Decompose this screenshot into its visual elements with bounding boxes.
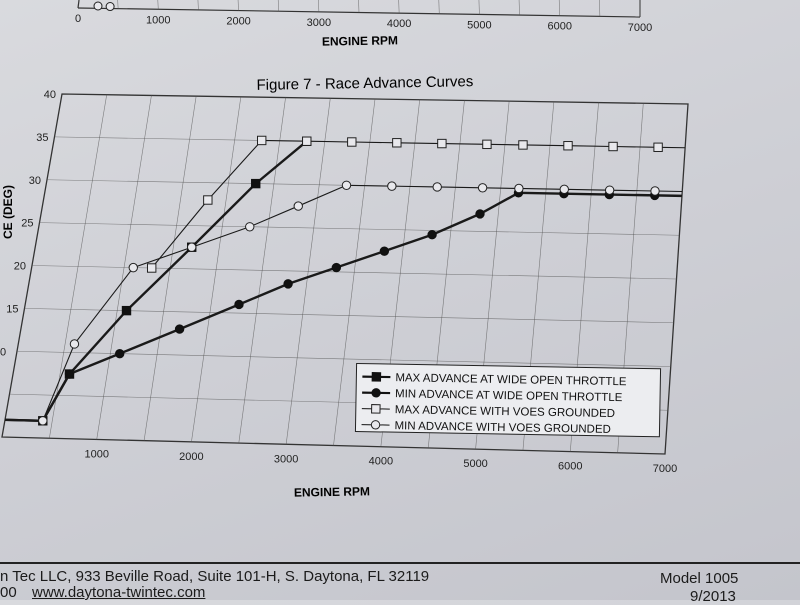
series-point [235, 300, 243, 308]
series-point [560, 185, 568, 193]
x-tick-label: 6000 [558, 461, 582, 473]
top-chart-grid-line [238, 0, 239, 11]
series-point [147, 264, 155, 272]
top-chart-grid-line [278, 0, 279, 11]
main-chart: Figure 7 - Race Advance Curves 1000 2000 3… [0, 73, 688, 500]
series-line [5, 141, 307, 421]
series-point [651, 187, 659, 195]
series-point [371, 421, 380, 430]
legend-label: MIN ADVANCE WITH VOES GROUNDED [394, 420, 611, 436]
top-chart-x-tick-label: 4000 [387, 18, 411, 30]
top-chart-x-tick-label: 6000 [547, 21, 571, 33]
top-chart-grid-line [158, 0, 159, 9]
top-chart-grid-line [519, 0, 520, 15]
series-point [372, 373, 381, 382]
series-point [303, 137, 311, 145]
top-chart-x-tick-label: 0 [75, 13, 81, 25]
series-point [284, 280, 292, 288]
top-chart: 0 1000 2000 3000 4000 5000 6000 7000 ENGINE RPM [75, 0, 652, 49]
series-point [433, 183, 441, 191]
footer-company: n Tec LLC, 933 Beville Road, Suite 101-H… [0, 568, 429, 585]
top-chart-x-tick-label: 2000 [226, 16, 250, 28]
series-point [332, 263, 340, 271]
series-point [438, 139, 446, 147]
top-chart-grid-line [599, 0, 600, 16]
top-chart-point [94, 2, 102, 10]
series-point [564, 142, 572, 150]
series-point [609, 142, 617, 150]
top-chart-grid-line [198, 0, 199, 10]
top-chart-point [106, 3, 114, 11]
footer-url[interactable]: www.daytona-twintec.com [32, 584, 205, 601]
series-point [175, 325, 183, 333]
series-point [519, 141, 527, 149]
footer-date: 9/2013 [690, 588, 736, 605]
y-tick-label: 40 [44, 89, 56, 101]
top-chart-y-axis [78, 0, 79, 8]
x-tick-label: 4000 [369, 456, 393, 468]
top-chart-grid-line [399, 0, 400, 13]
series-point [605, 186, 613, 194]
series-point [476, 210, 484, 218]
series-point [294, 202, 302, 210]
series-point [204, 196, 212, 204]
top-chart-x-tick-label: 3000 [307, 17, 331, 29]
x-tick-label: 5000 [463, 458, 487, 470]
series-point [342, 181, 350, 189]
series-point [372, 389, 381, 398]
y-tick-label: 30 [29, 175, 41, 187]
top-chart-grid-line [359, 0, 360, 13]
y-tick-label: 35 [36, 132, 48, 144]
footer-model: Model 1005 [660, 570, 738, 587]
series-point [258, 136, 266, 144]
series-point [122, 306, 130, 314]
x-tick-label: 1000 [84, 448, 108, 460]
series-point [388, 182, 396, 190]
top-chart-grid-line [439, 0, 440, 14]
series-point [393, 139, 401, 147]
series-1 [5, 137, 311, 425]
x-tick-label: 7000 [653, 463, 677, 475]
series-point [515, 184, 523, 192]
y-tick-label-partial: 0 [0, 346, 6, 358]
series-point [129, 263, 137, 271]
series-point [348, 138, 356, 146]
series-point [654, 143, 662, 151]
top-chart-grid-line [559, 0, 560, 16]
series-3 [147, 136, 685, 272]
series-point [483, 140, 491, 148]
y-tick-label: 25 [21, 218, 33, 230]
x-tick-label: 2000 [179, 451, 203, 463]
footer-url-prefix: 00 [0, 584, 17, 601]
top-chart-grid-line [318, 0, 319, 12]
series-point [70, 340, 78, 348]
x-tick-label: 3000 [274, 453, 298, 465]
series-point [428, 231, 436, 239]
y-axis-label: CE (DEG) [1, 185, 15, 239]
grid-line-horizontal [40, 223, 680, 236]
top-chart-x-tick-label: 7000 [628, 22, 652, 34]
series-point [246, 223, 254, 231]
series-point [252, 179, 260, 187]
top-chart-x-tick-label: 5000 [467, 19, 491, 31]
top-chart-x-tick-label: 1000 [146, 14, 170, 26]
series-point [116, 349, 124, 357]
series-point [478, 184, 486, 192]
series-point [372, 405, 381, 414]
top-chart-grid-line [118, 0, 119, 9]
y-tick-label: 20 [14, 261, 26, 273]
series-point [380, 247, 388, 255]
series-point [188, 243, 196, 251]
top-chart-grid-line [479, 0, 480, 14]
top-chart-x-axis-label: ENGINE RPM [322, 33, 398, 48]
x-axis-label: ENGINE RPM [294, 484, 370, 499]
series-point [39, 417, 47, 425]
series-point [65, 370, 73, 378]
chart-title: Figure 7 - Race Advance Curves [256, 73, 473, 94]
y-tick-label: 15 [6, 303, 18, 315]
footer-divider [0, 562, 800, 564]
